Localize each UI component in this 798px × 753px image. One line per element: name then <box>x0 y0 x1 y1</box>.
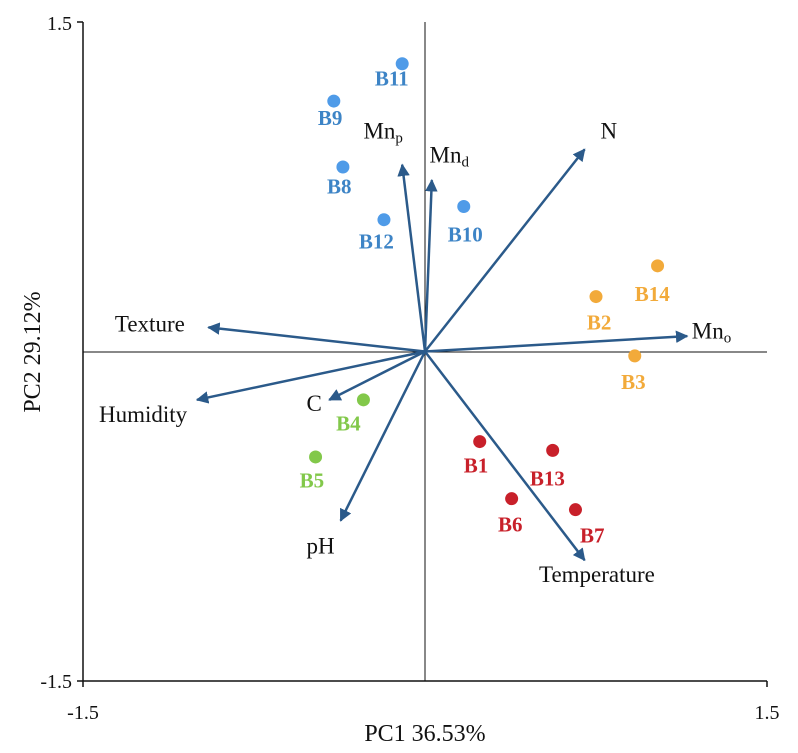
point-b8 <box>336 160 350 174</box>
point-b3 <box>628 349 642 363</box>
point-label-b5: B5 <box>300 469 325 493</box>
loading-label-n: N <box>601 118 618 143</box>
x-tick-label-left: -1.5 <box>67 702 99 724</box>
point-label-b2: B2 <box>587 311 612 335</box>
y-tick-label-top: 1.5 <box>47 13 72 35</box>
point-b7 <box>568 503 582 517</box>
point-b10 <box>457 200 471 214</box>
point-b13 <box>546 443 560 457</box>
loading-label-mnd: Mnd <box>430 143 470 171</box>
point-label-b14: B14 <box>635 282 671 306</box>
y-tick-label-bottom: -1.5 <box>40 671 72 693</box>
loading-arrow-mnp <box>397 163 427 352</box>
point-b1 <box>473 435 487 449</box>
point-label-b11: B11 <box>375 67 409 91</box>
loading-arrow-c <box>328 350 426 401</box>
loading-label-ph: pH <box>306 534 334 559</box>
point-b11 <box>395 57 409 71</box>
point-label-b7: B7 <box>580 524 605 548</box>
loading-arrow-texture <box>207 322 426 353</box>
point-label-b10: B10 <box>448 223 483 247</box>
point-b6 <box>505 492 519 506</box>
loading-label-texture: Texture <box>115 312 185 337</box>
point-label-b1: B1 <box>464 453 489 477</box>
point-label-b3: B3 <box>621 370 646 394</box>
sample-points: B11 B9 B8 B12 B10 B14 B2 B3 B4 B5 B1 B13 B6 B7 <box>300 57 671 548</box>
loading-arrow-mnd <box>423 178 438 352</box>
point-label-b9: B9 <box>318 106 343 130</box>
point-b5 <box>309 450 323 464</box>
point-b12 <box>377 213 391 227</box>
point-label-b8: B8 <box>327 174 352 198</box>
x-axis-title: PC1 36.53% <box>364 721 485 747</box>
point-label-b6: B6 <box>498 513 523 537</box>
loading-label-c: C <box>306 391 321 416</box>
x-tick-label-right: 1.5 <box>755 702 780 724</box>
loading-label-mnp: Mnp <box>363 118 402 146</box>
point-b2 <box>589 290 603 304</box>
loading-label-humidity: Humidity <box>99 402 188 427</box>
point-label-b13: B13 <box>530 466 565 490</box>
point-b14 <box>651 259 665 273</box>
loading-arrow-ph <box>339 350 427 522</box>
point-label-b4: B4 <box>336 412 361 436</box>
loading-label-mno: Mno <box>692 318 731 346</box>
loading-arrow-humidity <box>195 350 426 404</box>
loading-arrow-n <box>424 148 586 353</box>
point-label-b12: B12 <box>359 229 394 253</box>
y-axis-title: PC2 29.12% <box>20 291 46 412</box>
point-b4 <box>356 393 370 407</box>
loading-arrow-mno <box>424 330 689 353</box>
loading-label-temperature: Temperature <box>539 562 655 587</box>
point-b9 <box>327 94 341 108</box>
loading-arrow-temperature <box>424 350 586 562</box>
